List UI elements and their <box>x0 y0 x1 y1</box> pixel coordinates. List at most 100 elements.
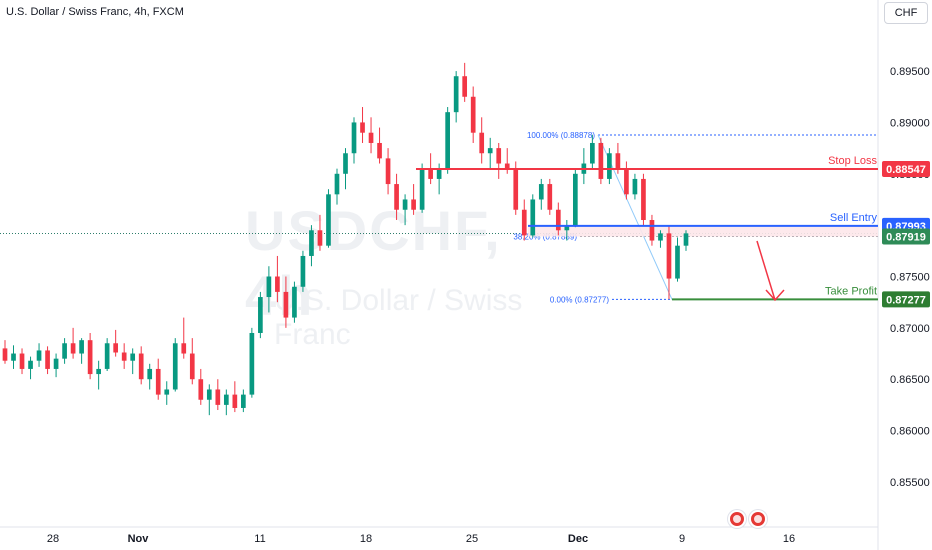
candle-body <box>215 389 221 405</box>
candle-body <box>360 122 365 133</box>
price-tag-stop-loss <box>882 160 930 177</box>
candle-body <box>555 209 561 231</box>
candle-body <box>615 153 621 169</box>
candle-body <box>62 343 67 359</box>
candle-body <box>411 199 416 210</box>
candle-body <box>130 353 136 361</box>
candle-body <box>79 340 84 354</box>
candle-body <box>172 343 178 390</box>
x-tick-label: Dec <box>568 533 588 545</box>
candle-body <box>266 276 272 298</box>
candle-body <box>198 379 204 400</box>
price-tag-label: 0.87277 <box>886 294 926 306</box>
price-tag-current <box>882 228 930 245</box>
candle-body <box>249 332 255 395</box>
price-tag-take-profit <box>882 291 930 308</box>
candle-body <box>181 343 187 354</box>
x-tick-label: 25 <box>466 533 478 545</box>
candle-body <box>470 96 476 133</box>
price-tag-label: 0.88547 <box>886 164 926 176</box>
candle-body <box>223 394 229 405</box>
candle-body <box>36 350 42 361</box>
candle-body <box>70 343 76 354</box>
fib-level-label: 38.20% (0.87889) <box>513 233 577 242</box>
candle-body <box>564 225 570 231</box>
candle-body <box>283 291 289 318</box>
x-tick-label: 18 <box>360 533 372 545</box>
candle-body <box>2 348 8 361</box>
candle-body <box>292 286 297 318</box>
candle-body <box>241 394 246 408</box>
candle-body <box>487 148 493 154</box>
candle-body <box>419 168 425 210</box>
candle-body <box>206 389 212 400</box>
candle-body <box>675 245 680 279</box>
candle-body <box>666 233 672 279</box>
candle-body <box>155 368 161 395</box>
candle-body <box>632 178 638 195</box>
x-tick-label: 11 <box>254 533 265 545</box>
price-tag-label: 0.87919 <box>886 231 926 243</box>
candle-body <box>28 360 33 369</box>
candle-body <box>649 220 655 241</box>
candle-body <box>164 389 170 395</box>
candle-body <box>53 358 59 369</box>
candle-body <box>104 343 110 369</box>
candle-body <box>11 353 16 361</box>
projection-arrow <box>756 240 776 301</box>
candle-body <box>445 112 450 169</box>
candle-body <box>658 233 663 241</box>
currency-button[interactable]: CHF <box>884 2 928 24</box>
y-tick-label: 0.87500 <box>890 272 930 284</box>
fib-level-label: 0.00% (0.87277) <box>550 295 609 304</box>
candle-body <box>641 178 646 221</box>
candle-body <box>624 168 629 195</box>
candle-body <box>189 353 195 380</box>
candle-body <box>326 194 331 246</box>
candle-body <box>351 122 357 154</box>
level-label-take-profit: Take Profit <box>825 285 877 297</box>
candle-body <box>530 199 536 236</box>
candle-body <box>402 199 408 210</box>
candle-body <box>368 132 374 143</box>
level-label-sell-entry: Sell Entry <box>830 212 878 224</box>
candle-body <box>496 148 502 164</box>
candle-body <box>683 233 689 246</box>
candle-body <box>504 163 510 169</box>
candle-body <box>343 153 348 174</box>
candle-body <box>121 352 127 361</box>
y-tick-label: 0.89000 <box>890 117 930 129</box>
candle-body <box>590 142 595 164</box>
y-tick-label: 0.85500 <box>890 477 930 489</box>
candle-body <box>385 158 391 185</box>
us-flag-event-icon[interactable] <box>728 510 746 528</box>
candle-body <box>309 230 314 256</box>
candle-body <box>453 76 459 113</box>
candle-body <box>45 350 50 369</box>
candle-body <box>258 297 263 333</box>
candle-body <box>317 230 323 246</box>
candle-body <box>96 368 101 375</box>
candle-body <box>479 132 485 154</box>
candle-body <box>462 76 468 97</box>
y-tick-label: 0.86500 <box>890 374 930 386</box>
candle-body <box>147 368 153 380</box>
x-tick-label: 28 <box>47 533 59 545</box>
x-tick-label: 9 <box>679 533 685 545</box>
y-tick-label: 0.87000 <box>890 323 930 335</box>
candle-body <box>598 142 604 179</box>
level-label-stop-loss: Stop Loss <box>828 155 877 167</box>
candle-body <box>428 168 433 179</box>
candle-body <box>538 184 544 200</box>
fib-level-label: 100.00% (0.88878) <box>527 131 595 140</box>
candle-body <box>521 209 527 236</box>
candle-body <box>87 340 93 375</box>
candle-body <box>377 142 382 159</box>
candle-body <box>334 173 340 195</box>
candle-body <box>607 153 612 179</box>
candle-body <box>394 184 399 210</box>
candle-body <box>138 353 144 380</box>
us-flag-event-icon[interactable] <box>749 510 767 528</box>
